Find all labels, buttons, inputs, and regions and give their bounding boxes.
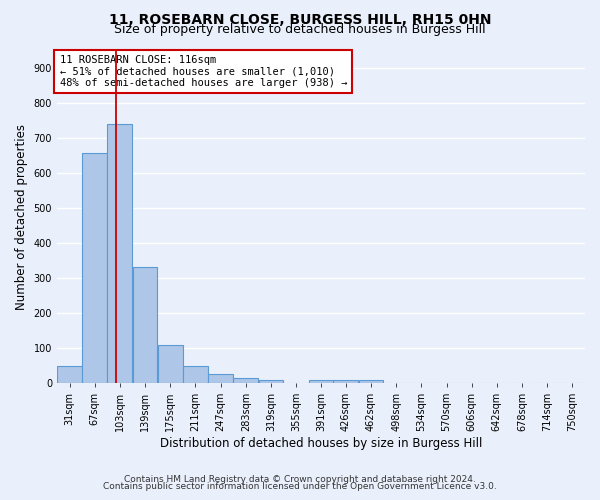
Bar: [309, 380, 334, 383]
Text: 11 ROSEBARN CLOSE: 116sqm
← 51% of detached houses are smaller (1,010)
48% of se: 11 ROSEBARN CLOSE: 116sqm ← 51% of detac…: [59, 55, 347, 88]
Bar: [133, 268, 157, 383]
Bar: [334, 380, 358, 383]
Bar: [359, 380, 383, 383]
X-axis label: Distribution of detached houses by size in Burgess Hill: Distribution of detached houses by size …: [160, 437, 482, 450]
Text: Contains HM Land Registry data © Crown copyright and database right 2024.: Contains HM Land Registry data © Crown c…: [124, 475, 476, 484]
Bar: [183, 366, 208, 383]
Text: Size of property relative to detached houses in Burgess Hill: Size of property relative to detached ho…: [114, 22, 486, 36]
Bar: [158, 345, 182, 383]
Bar: [208, 374, 233, 383]
Bar: [259, 380, 283, 383]
Bar: [82, 154, 107, 383]
Bar: [57, 366, 82, 383]
Text: 11, ROSEBARN CLOSE, BURGESS HILL, RH15 0HN: 11, ROSEBARN CLOSE, BURGESS HILL, RH15 0…: [109, 12, 491, 26]
Text: Contains public sector information licensed under the Open Government Licence v3: Contains public sector information licen…: [103, 482, 497, 491]
Bar: [107, 124, 132, 383]
Bar: [233, 378, 258, 383]
Y-axis label: Number of detached properties: Number of detached properties: [15, 124, 28, 310]
